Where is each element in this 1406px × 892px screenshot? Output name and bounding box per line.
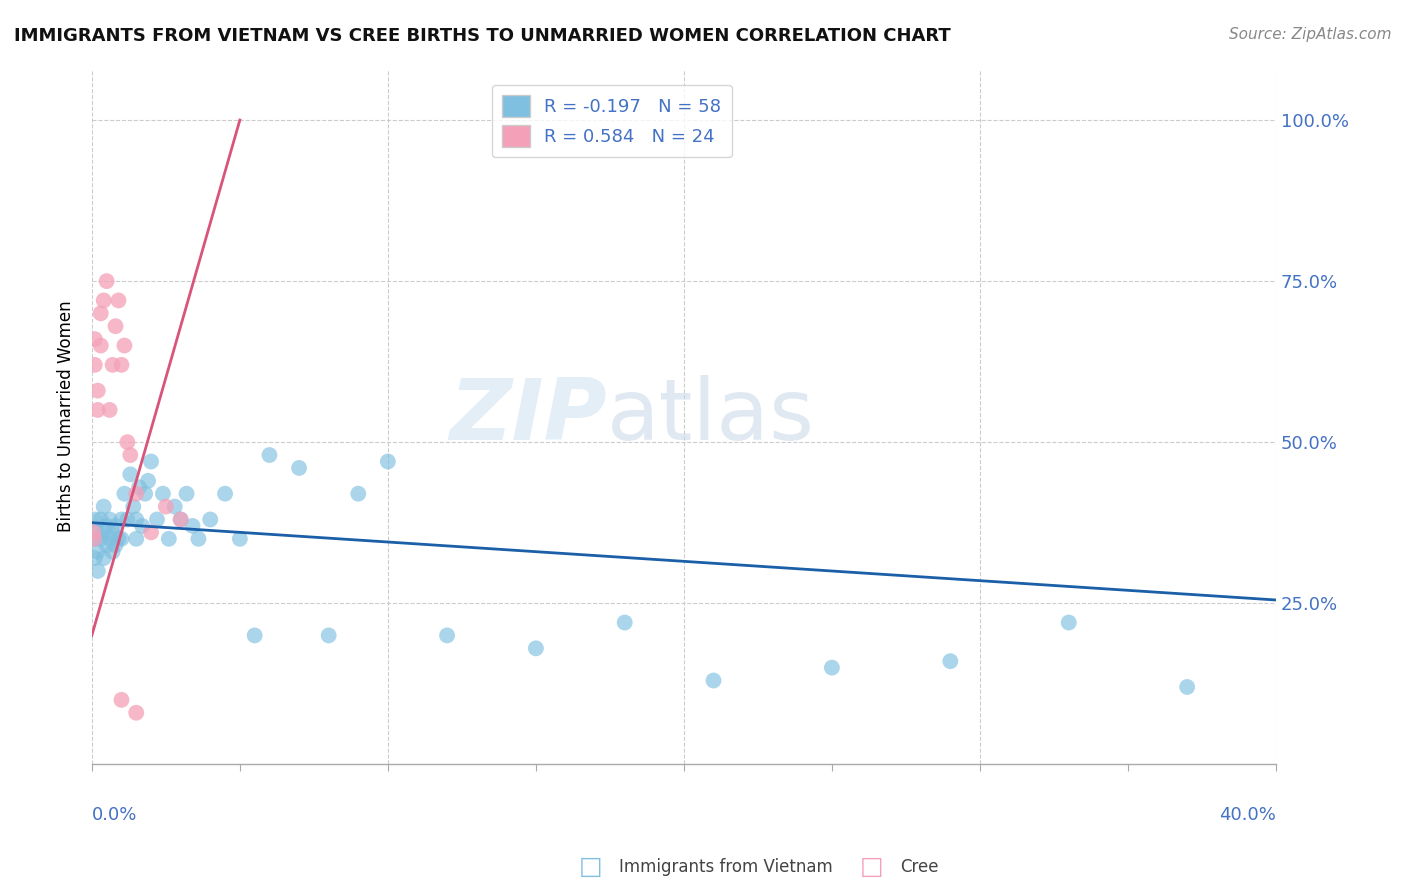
Point [87, 564, 110, 578]
Point [821, 660, 844, 674]
Point [87, 384, 110, 398]
Point [163, 500, 186, 514]
Point [90, 338, 112, 352]
Point [93, 525, 115, 540]
Point [139, 525, 162, 540]
Text: Cree: Cree [900, 858, 938, 876]
Point [101, 525, 124, 540]
Text: ZIP: ZIP [450, 375, 607, 458]
Point [169, 512, 191, 526]
Point [136, 474, 159, 488]
Point [83, 532, 105, 546]
Point [613, 615, 636, 630]
Point [181, 519, 204, 533]
Point [90, 512, 112, 526]
Point [93, 551, 115, 566]
Point [90, 532, 112, 546]
Point [243, 628, 266, 642]
Point [87, 525, 110, 540]
Text: Immigrants from Vietnam: Immigrants from Vietnam [619, 858, 832, 876]
Point [93, 500, 115, 514]
Point [96, 274, 118, 288]
Point [125, 512, 148, 526]
Legend: R = -0.197   N = 58, R = 0.584   N = 24: R = -0.197 N = 58, R = 0.584 N = 24 [492, 85, 733, 158]
Text: Source: ZipAtlas.com: Source: ZipAtlas.com [1229, 27, 1392, 42]
Text: 0.0%: 0.0% [91, 806, 138, 824]
Point [112, 486, 135, 500]
Text: □: □ [860, 855, 883, 879]
Point [98, 532, 121, 546]
Point [128, 480, 150, 494]
Point [125, 706, 148, 720]
Point [98, 403, 121, 417]
Point [436, 628, 458, 642]
Point [117, 435, 139, 450]
Point [125, 486, 148, 500]
Text: atlas: atlas [607, 375, 815, 458]
Point [104, 538, 127, 552]
Point [110, 358, 132, 372]
Point [134, 486, 156, 500]
Point [229, 532, 252, 546]
Point [939, 654, 962, 668]
Point [524, 641, 547, 656]
Point [214, 486, 236, 500]
Point [155, 500, 177, 514]
Point [83, 332, 105, 346]
Point [139, 454, 162, 468]
Point [702, 673, 724, 688]
Point [1175, 680, 1198, 694]
Point [259, 448, 281, 462]
Point [104, 319, 127, 334]
Point [117, 512, 139, 526]
Point [83, 532, 105, 546]
Point [104, 519, 127, 533]
Point [83, 551, 105, 566]
Point [187, 532, 209, 546]
Point [87, 544, 110, 558]
Point [83, 358, 105, 372]
Point [101, 358, 124, 372]
Point [131, 519, 153, 533]
Point [288, 461, 311, 475]
Point [110, 693, 132, 707]
Point [83, 512, 105, 526]
Point [110, 512, 132, 526]
Text: 40.0%: 40.0% [1219, 806, 1277, 824]
Point [98, 512, 121, 526]
Point [87, 403, 110, 417]
Point [110, 532, 132, 546]
Point [96, 538, 118, 552]
Point [200, 512, 222, 526]
Point [93, 293, 115, 308]
Point [125, 532, 148, 546]
Point [152, 486, 174, 500]
Point [120, 467, 142, 482]
Point [107, 293, 129, 308]
Point [90, 306, 112, 320]
Point [318, 628, 340, 642]
Point [176, 486, 198, 500]
Point [120, 448, 142, 462]
Point [107, 532, 129, 546]
Point [82, 525, 104, 540]
Text: IMMIGRANTS FROM VIETNAM VS CREE BIRTHS TO UNMARRIED WOMEN CORRELATION CHART: IMMIGRANTS FROM VIETNAM VS CREE BIRTHS T… [14, 27, 950, 45]
Point [1057, 615, 1080, 630]
Point [347, 486, 370, 500]
Point [377, 454, 399, 468]
Point [101, 544, 124, 558]
Point [112, 338, 135, 352]
Point [96, 519, 118, 533]
Point [169, 512, 191, 526]
Y-axis label: Births to Unmarried Women: Births to Unmarried Women [58, 301, 75, 533]
Point [146, 512, 169, 526]
Text: □: □ [579, 855, 602, 879]
Point [122, 500, 145, 514]
Point [157, 532, 180, 546]
